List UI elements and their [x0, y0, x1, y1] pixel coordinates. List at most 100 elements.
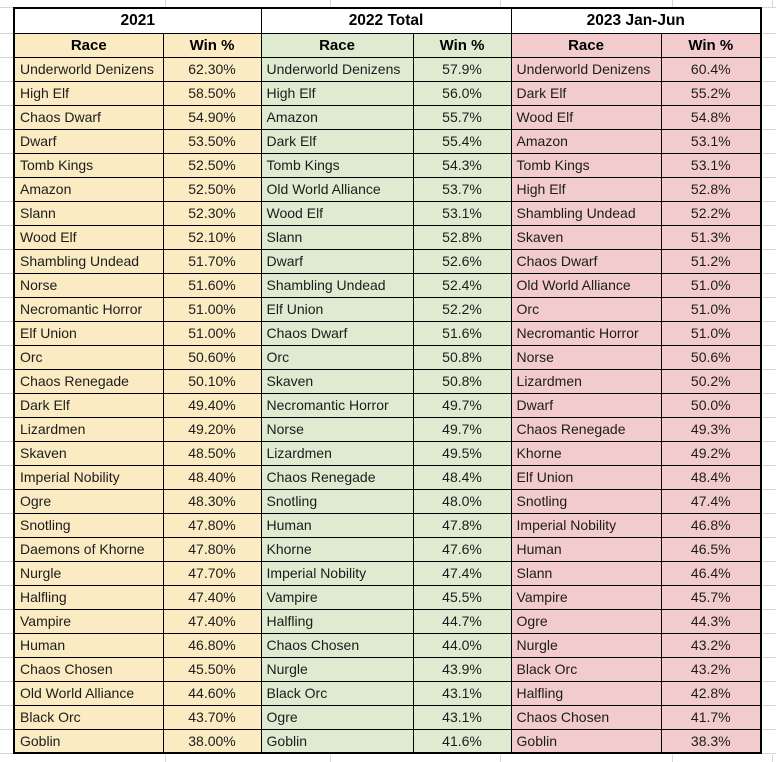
win-cell-2021[interactable]: 47.40%	[162, 584, 262, 610]
race-cell-2021[interactable]: Underworld Denizens	[13, 56, 164, 82]
win-cell-2023[interactable]: 51.3%	[660, 224, 762, 250]
race-cell-2023[interactable]: Norse	[510, 344, 662, 370]
race-cell-2021[interactable]: Dark Elf	[13, 392, 164, 418]
win-cell-2023[interactable]: 41.7%	[660, 704, 762, 730]
race-cell-2023[interactable]: Ogre	[510, 608, 662, 634]
race-cell-2022[interactable]: Orc	[260, 344, 414, 370]
win-cell-2023[interactable]: 51.2%	[660, 248, 762, 274]
race-cell-2021[interactable]: Norse	[13, 272, 164, 298]
win-cell-2022[interactable]: 57.9%	[412, 56, 512, 82]
win-cell-2021[interactable]: 51.60%	[162, 272, 262, 298]
win-cell-2021[interactable]: 50.60%	[162, 344, 262, 370]
win-column-header-2021[interactable]: Win %	[162, 32, 262, 58]
win-cell-2021[interactable]: 38.00%	[162, 728, 262, 754]
race-cell-2022[interactable]: Chaos Dwarf	[260, 320, 414, 346]
race-cell-2023[interactable]: Dwarf	[510, 392, 662, 418]
win-cell-2023[interactable]: 44.3%	[660, 608, 762, 634]
race-cell-2023[interactable]: Amazon	[510, 128, 662, 154]
win-cell-2022[interactable]: 45.5%	[412, 584, 512, 610]
win-cell-2023[interactable]: 52.8%	[660, 176, 762, 202]
win-cell-2022[interactable]: 52.2%	[412, 296, 512, 322]
race-cell-2023[interactable]: Chaos Renegade	[510, 416, 662, 442]
race-cell-2021[interactable]: Human	[13, 632, 164, 658]
race-cell-2023[interactable]: Halfling	[510, 680, 662, 706]
win-cell-2022[interactable]: 52.4%	[412, 272, 512, 298]
win-cell-2021[interactable]: 48.50%	[162, 440, 262, 466]
race-cell-2021[interactable]: Orc	[13, 344, 164, 370]
race-cell-2023[interactable]: Lizardmen	[510, 368, 662, 394]
race-cell-2023[interactable]: Tomb Kings	[510, 152, 662, 178]
race-cell-2022[interactable]: Human	[260, 512, 414, 538]
win-cell-2022[interactable]: 53.7%	[412, 176, 512, 202]
win-cell-2023[interactable]: 46.4%	[660, 560, 762, 586]
race-cell-2021[interactable]: Amazon	[13, 176, 164, 202]
race-cell-2022[interactable]: Imperial Nobility	[260, 560, 414, 586]
win-cell-2023[interactable]: 42.8%	[660, 680, 762, 706]
win-cell-2021[interactable]: 46.80%	[162, 632, 262, 658]
race-cell-2023[interactable]: Slann	[510, 560, 662, 586]
win-cell-2021[interactable]: 54.90%	[162, 104, 262, 130]
race-column-header-2021[interactable]: Race	[13, 32, 164, 58]
race-cell-2021[interactable]: Snotling	[13, 512, 164, 538]
win-cell-2022[interactable]: 43.9%	[412, 656, 512, 682]
race-cell-2023[interactable]: Vampire	[510, 584, 662, 610]
race-cell-2023[interactable]: Khorne	[510, 440, 662, 466]
race-cell-2021[interactable]: Old World Alliance	[13, 680, 164, 706]
race-cell-2022[interactable]: Chaos Renegade	[260, 464, 414, 490]
win-cell-2023[interactable]: 46.5%	[660, 536, 762, 562]
race-cell-2022[interactable]: Dark Elf	[260, 128, 414, 154]
race-cell-2021[interactable]: Daemons of Khorne	[13, 536, 164, 562]
win-cell-2023[interactable]: 38.3%	[660, 728, 762, 754]
win-cell-2022[interactable]: 47.6%	[412, 536, 512, 562]
win-cell-2021[interactable]: 52.30%	[162, 200, 262, 226]
win-cell-2023[interactable]: 54.8%	[660, 104, 762, 130]
win-cell-2023[interactable]: 60.4%	[660, 56, 762, 82]
race-cell-2023[interactable]: Chaos Chosen	[510, 704, 662, 730]
race-cell-2022[interactable]: Dwarf	[260, 248, 414, 274]
race-cell-2022[interactable]: Slann	[260, 224, 414, 250]
win-cell-2022[interactable]: 55.4%	[412, 128, 512, 154]
race-cell-2022[interactable]: Necromantic Horror	[260, 392, 414, 418]
win-cell-2022[interactable]: 49.7%	[412, 416, 512, 442]
race-cell-2022[interactable]: Vampire	[260, 584, 414, 610]
win-cell-2022[interactable]: 50.8%	[412, 368, 512, 394]
race-cell-2021[interactable]: Elf Union	[13, 320, 164, 346]
win-cell-2023[interactable]: 48.4%	[660, 464, 762, 490]
race-cell-2022[interactable]: Skaven	[260, 368, 414, 394]
win-cell-2021[interactable]: 47.80%	[162, 512, 262, 538]
race-cell-2022[interactable]: Black Orc	[260, 680, 414, 706]
win-column-header-2022[interactable]: Win %	[412, 32, 512, 58]
race-cell-2021[interactable]: Necromantic Horror	[13, 296, 164, 322]
race-cell-2023[interactable]: Dark Elf	[510, 80, 662, 106]
win-cell-2023[interactable]: 53.1%	[660, 128, 762, 154]
win-cell-2021[interactable]: 49.20%	[162, 416, 262, 442]
win-cell-2021[interactable]: 62.30%	[162, 56, 262, 82]
win-cell-2021[interactable]: 52.50%	[162, 152, 262, 178]
race-cell-2021[interactable]: Imperial Nobility	[13, 464, 164, 490]
race-cell-2023[interactable]: Goblin	[510, 728, 662, 754]
win-cell-2023[interactable]: 46.8%	[660, 512, 762, 538]
win-cell-2022[interactable]: 47.4%	[412, 560, 512, 586]
section-title-2022[interactable]: 2022 Total	[260, 7, 512, 34]
race-cell-2022[interactable]: Elf Union	[260, 296, 414, 322]
win-cell-2021[interactable]: 48.40%	[162, 464, 262, 490]
win-cell-2021[interactable]: 47.40%	[162, 608, 262, 634]
race-cell-2021[interactable]: High Elf	[13, 80, 164, 106]
win-cell-2022[interactable]: 41.6%	[412, 728, 512, 754]
race-cell-2022[interactable]: Wood Elf	[260, 200, 414, 226]
win-cell-2021[interactable]: 53.50%	[162, 128, 262, 154]
race-column-header-2022[interactable]: Race	[260, 32, 414, 58]
win-cell-2021[interactable]: 52.10%	[162, 224, 262, 250]
race-cell-2022[interactable]: Halfling	[260, 608, 414, 634]
win-cell-2023[interactable]: 49.3%	[660, 416, 762, 442]
win-cell-2023[interactable]: 50.2%	[660, 368, 762, 394]
win-column-header-2023[interactable]: Win %	[660, 32, 762, 58]
race-cell-2021[interactable]: Vampire	[13, 608, 164, 634]
race-cell-2021[interactable]: Ogre	[13, 488, 164, 514]
win-cell-2021[interactable]: 51.00%	[162, 320, 262, 346]
race-cell-2022[interactable]: Amazon	[260, 104, 414, 130]
race-cell-2021[interactable]: Black Orc	[13, 704, 164, 730]
race-cell-2022[interactable]: Lizardmen	[260, 440, 414, 466]
race-cell-2022[interactable]: High Elf	[260, 80, 414, 106]
race-cell-2021[interactable]: Skaven	[13, 440, 164, 466]
